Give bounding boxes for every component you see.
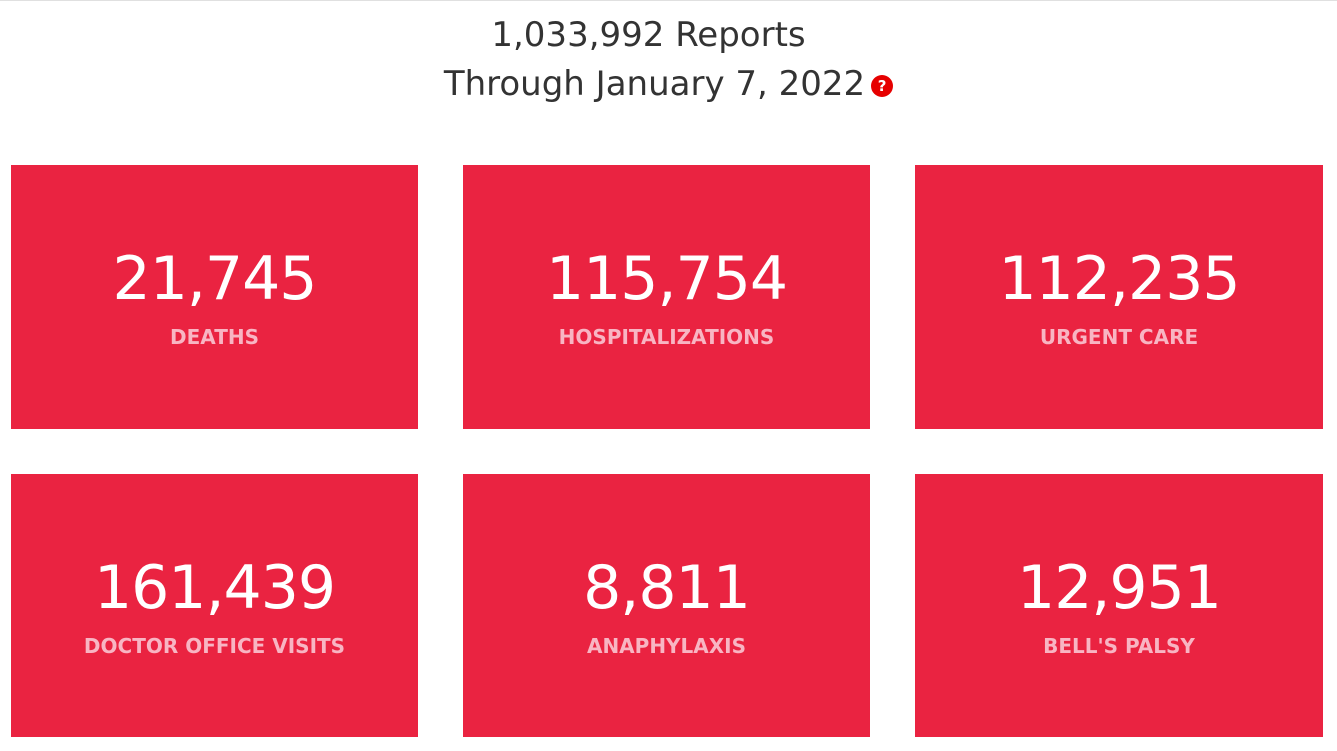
- stat-value: 12,951: [1017, 553, 1222, 623]
- stat-value: 21,745: [112, 244, 318, 314]
- stat-card-doctor-office-visits: 161,439 DOCTOR OFFICE VISITS: [11, 474, 418, 737]
- stat-card-bells-palsy: 12,951 BELL'S PALSY: [915, 474, 1323, 737]
- stat-label: ANAPHYLAXIS: [586, 634, 747, 658]
- stat-card-deaths: 21,745 DEATHS: [11, 165, 418, 429]
- stat-label: DEATHS: [170, 325, 259, 349]
- stat-value: 161,439: [93, 553, 336, 623]
- help-icon[interactable]: ?: [871, 74, 894, 97]
- through-date: Through January 7, 2022: [443, 64, 866, 104]
- stat-value: 115,754: [545, 244, 788, 314]
- stat-label: HOSPITALIZATIONS: [558, 325, 775, 349]
- stat-label: URGENT CARE: [1039, 325, 1199, 349]
- report-header: 1,033,992 Reports Through January 7, 202…: [0, 11, 1337, 109]
- reports-count: 1,033,992 Reports: [491, 15, 806, 55]
- date-line: Through January 7, 2022?: [0, 60, 1337, 109]
- stat-value: 8,811: [583, 553, 751, 623]
- stat-card-urgent-care: 112,235 URGENT CARE: [915, 165, 1323, 429]
- stat-card-hospitalizations: 115,754 HOSPITALIZATIONS: [463, 165, 870, 429]
- stat-label: BELL'S PALSY: [1043, 634, 1195, 658]
- stat-value: 112,235: [998, 244, 1240, 314]
- stat-card-anaphylaxis: 8,811 ANAPHYLAXIS: [463, 474, 870, 737]
- stat-label: DOCTOR OFFICE VISITS: [83, 634, 346, 658]
